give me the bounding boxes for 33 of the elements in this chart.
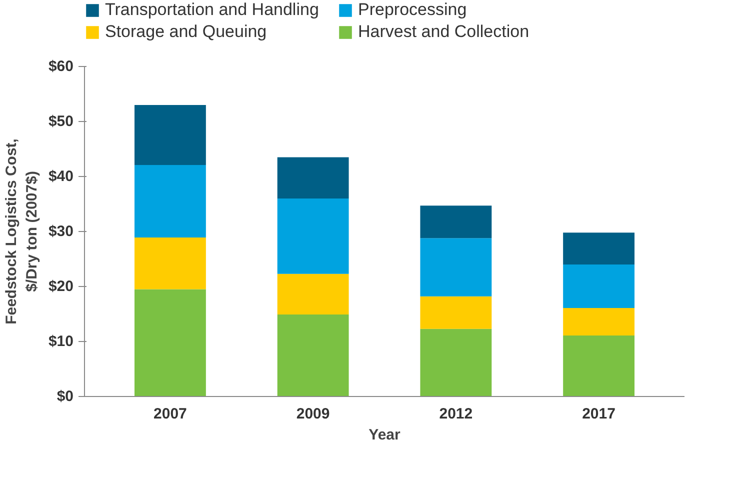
x-tick-label: 2012 [439, 406, 473, 422]
bar [134, 289, 206, 396]
bar [277, 314, 349, 396]
bar [277, 198, 349, 274]
y-tick-label: $50 [48, 113, 74, 130]
x-tick-label: 2017 [582, 406, 616, 422]
y-tick-label: $30 [48, 223, 74, 240]
x-tick-label: 2007 [154, 406, 187, 422]
bar [134, 105, 206, 165]
bar [563, 264, 634, 308]
bar [277, 157, 349, 198]
bar [563, 232, 634, 264]
bar [134, 164, 206, 238]
legend-label: Storage and Queuing [105, 22, 268, 42]
y-tick-label: $40 [48, 168, 74, 185]
y-tick-label: $0 [56, 388, 74, 405]
bar [134, 238, 206, 290]
bar [563, 308, 634, 336]
bar [420, 296, 492, 329]
bar [277, 274, 349, 315]
y-tick-label: $60 [48, 58, 74, 75]
y-tick-label: $20 [48, 278, 74, 295]
legend-label: Transportation and Handling [105, 0, 320, 20]
legend-label: Harvest and Collection [358, 22, 530, 42]
bar [420, 238, 492, 296]
bar [563, 335, 634, 396]
bar [420, 206, 492, 238]
bar [420, 328, 492, 396]
x-axis-title: Year [368, 426, 401, 444]
legend-label: Preprocessing [358, 0, 468, 20]
y-tick-label: $10 [48, 333, 74, 350]
y-axis-title: Feedstock Logistics Cost, $/Dry ton (2007$) [3, 138, 40, 324]
x-tick-label: 2009 [296, 406, 330, 422]
